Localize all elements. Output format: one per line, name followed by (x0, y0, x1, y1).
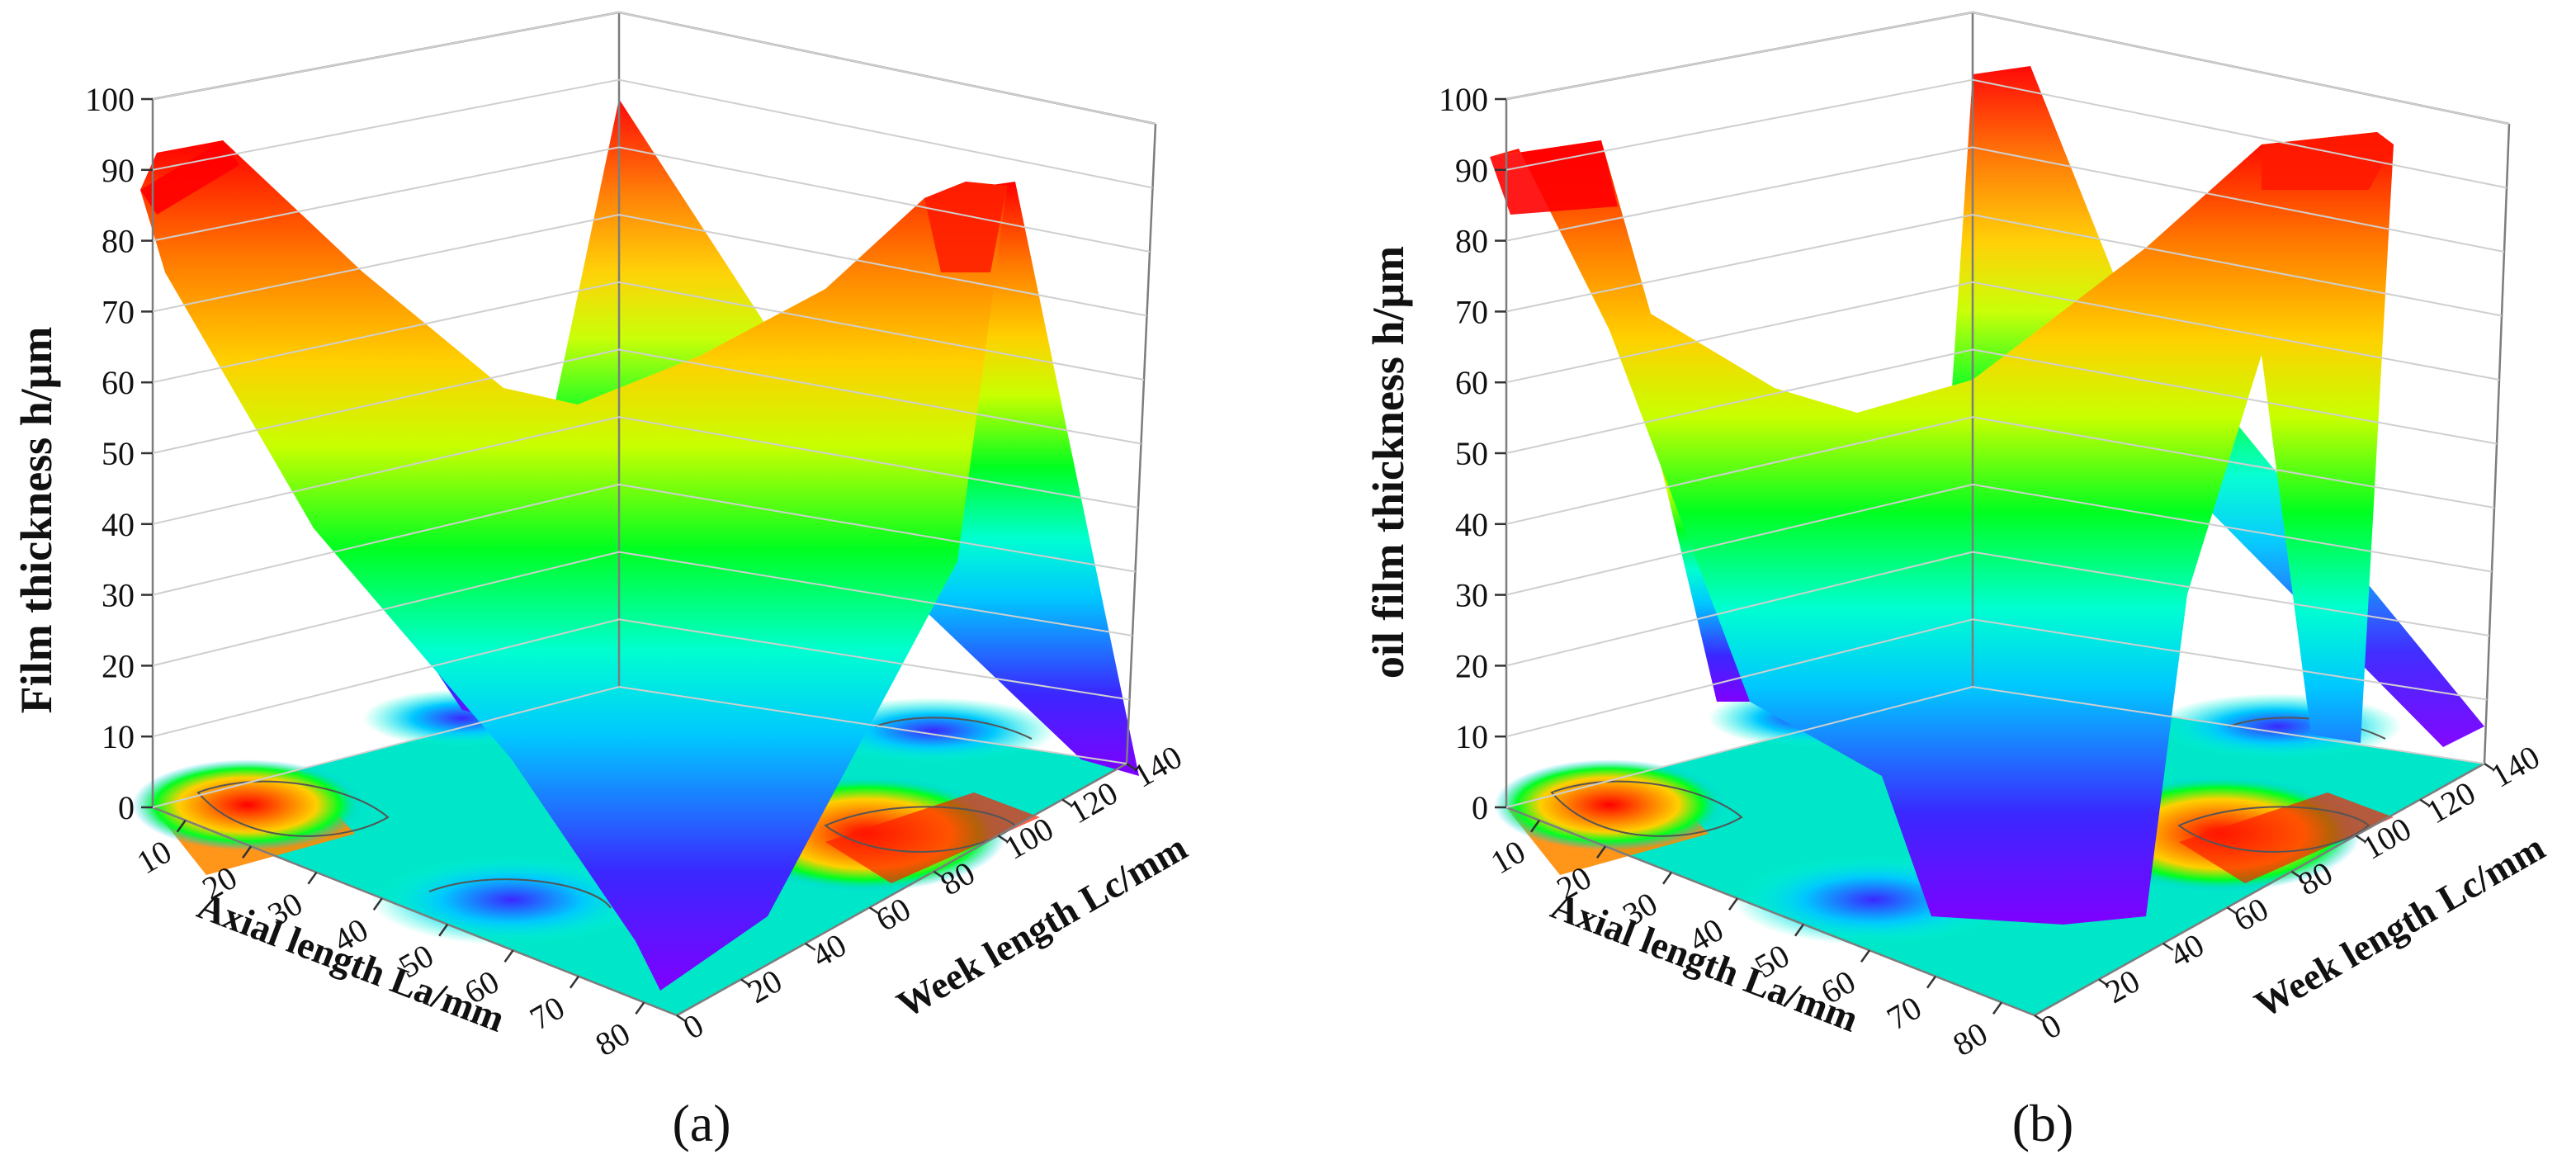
x-tick-label: 10 (130, 833, 177, 882)
z-tick-label: 100 (85, 81, 135, 118)
x-tick-label: 80 (1946, 1015, 1993, 1063)
panel-b-caption: (b) (2012, 1094, 2074, 1152)
z-tick-label: 80 (102, 223, 135, 260)
panel-b-main-surface (1490, 132, 2394, 925)
y-tick-label: 0 (677, 1006, 710, 1047)
z-tick-label: 80 (1455, 223, 1488, 260)
z-tick-label: 100 (1439, 81, 1488, 118)
z-tick-label: 90 (1455, 152, 1488, 189)
z-tick-label: 40 (102, 506, 135, 543)
z-tick-label: 0 (118, 789, 135, 826)
x-tick-label: 80 (589, 1015, 636, 1063)
z-tick-label: 0 (1472, 789, 1488, 826)
panel-a-back-ridge (553, 99, 1131, 764)
z-tick-label: 70 (1455, 293, 1488, 330)
z-tick-label: 30 (102, 577, 135, 614)
z-tick-label: 10 (1455, 718, 1488, 755)
panel-b-z-axis-label: oil film thickness h/μm (1364, 246, 1413, 679)
panel-b-surface (1490, 66, 2484, 925)
z-tick-label: 50 (1455, 435, 1488, 472)
x-tick-label: 70 (1880, 989, 1927, 1038)
z-tick-label: 30 (1455, 577, 1488, 614)
z-tick-label: 70 (102, 293, 135, 330)
z-tick-label: 20 (102, 647, 135, 684)
z-tick-label: 90 (102, 152, 135, 189)
x-tick-label: 10 (1484, 833, 1531, 882)
z-tick-label: 20 (1455, 647, 1488, 684)
z-tick-label: 60 (1455, 364, 1488, 401)
panel-a-z-axis-label: Film thickness h/μm (12, 327, 61, 714)
panel-a-main-surface (140, 140, 1007, 991)
y-tick-label: 140 (2484, 738, 2545, 795)
z-tick-label: 40 (1455, 506, 1488, 543)
z-tick-label: 50 (102, 435, 135, 472)
y-tick-label: 0 (2035, 1006, 2068, 1047)
y-tick-label: 140 (1127, 738, 1188, 795)
panel-a-caption: (a) (672, 1094, 730, 1152)
x-tick-label: 70 (523, 989, 570, 1038)
z-tick-label: 60 (102, 364, 135, 401)
z-tick-label: 10 (102, 718, 135, 755)
